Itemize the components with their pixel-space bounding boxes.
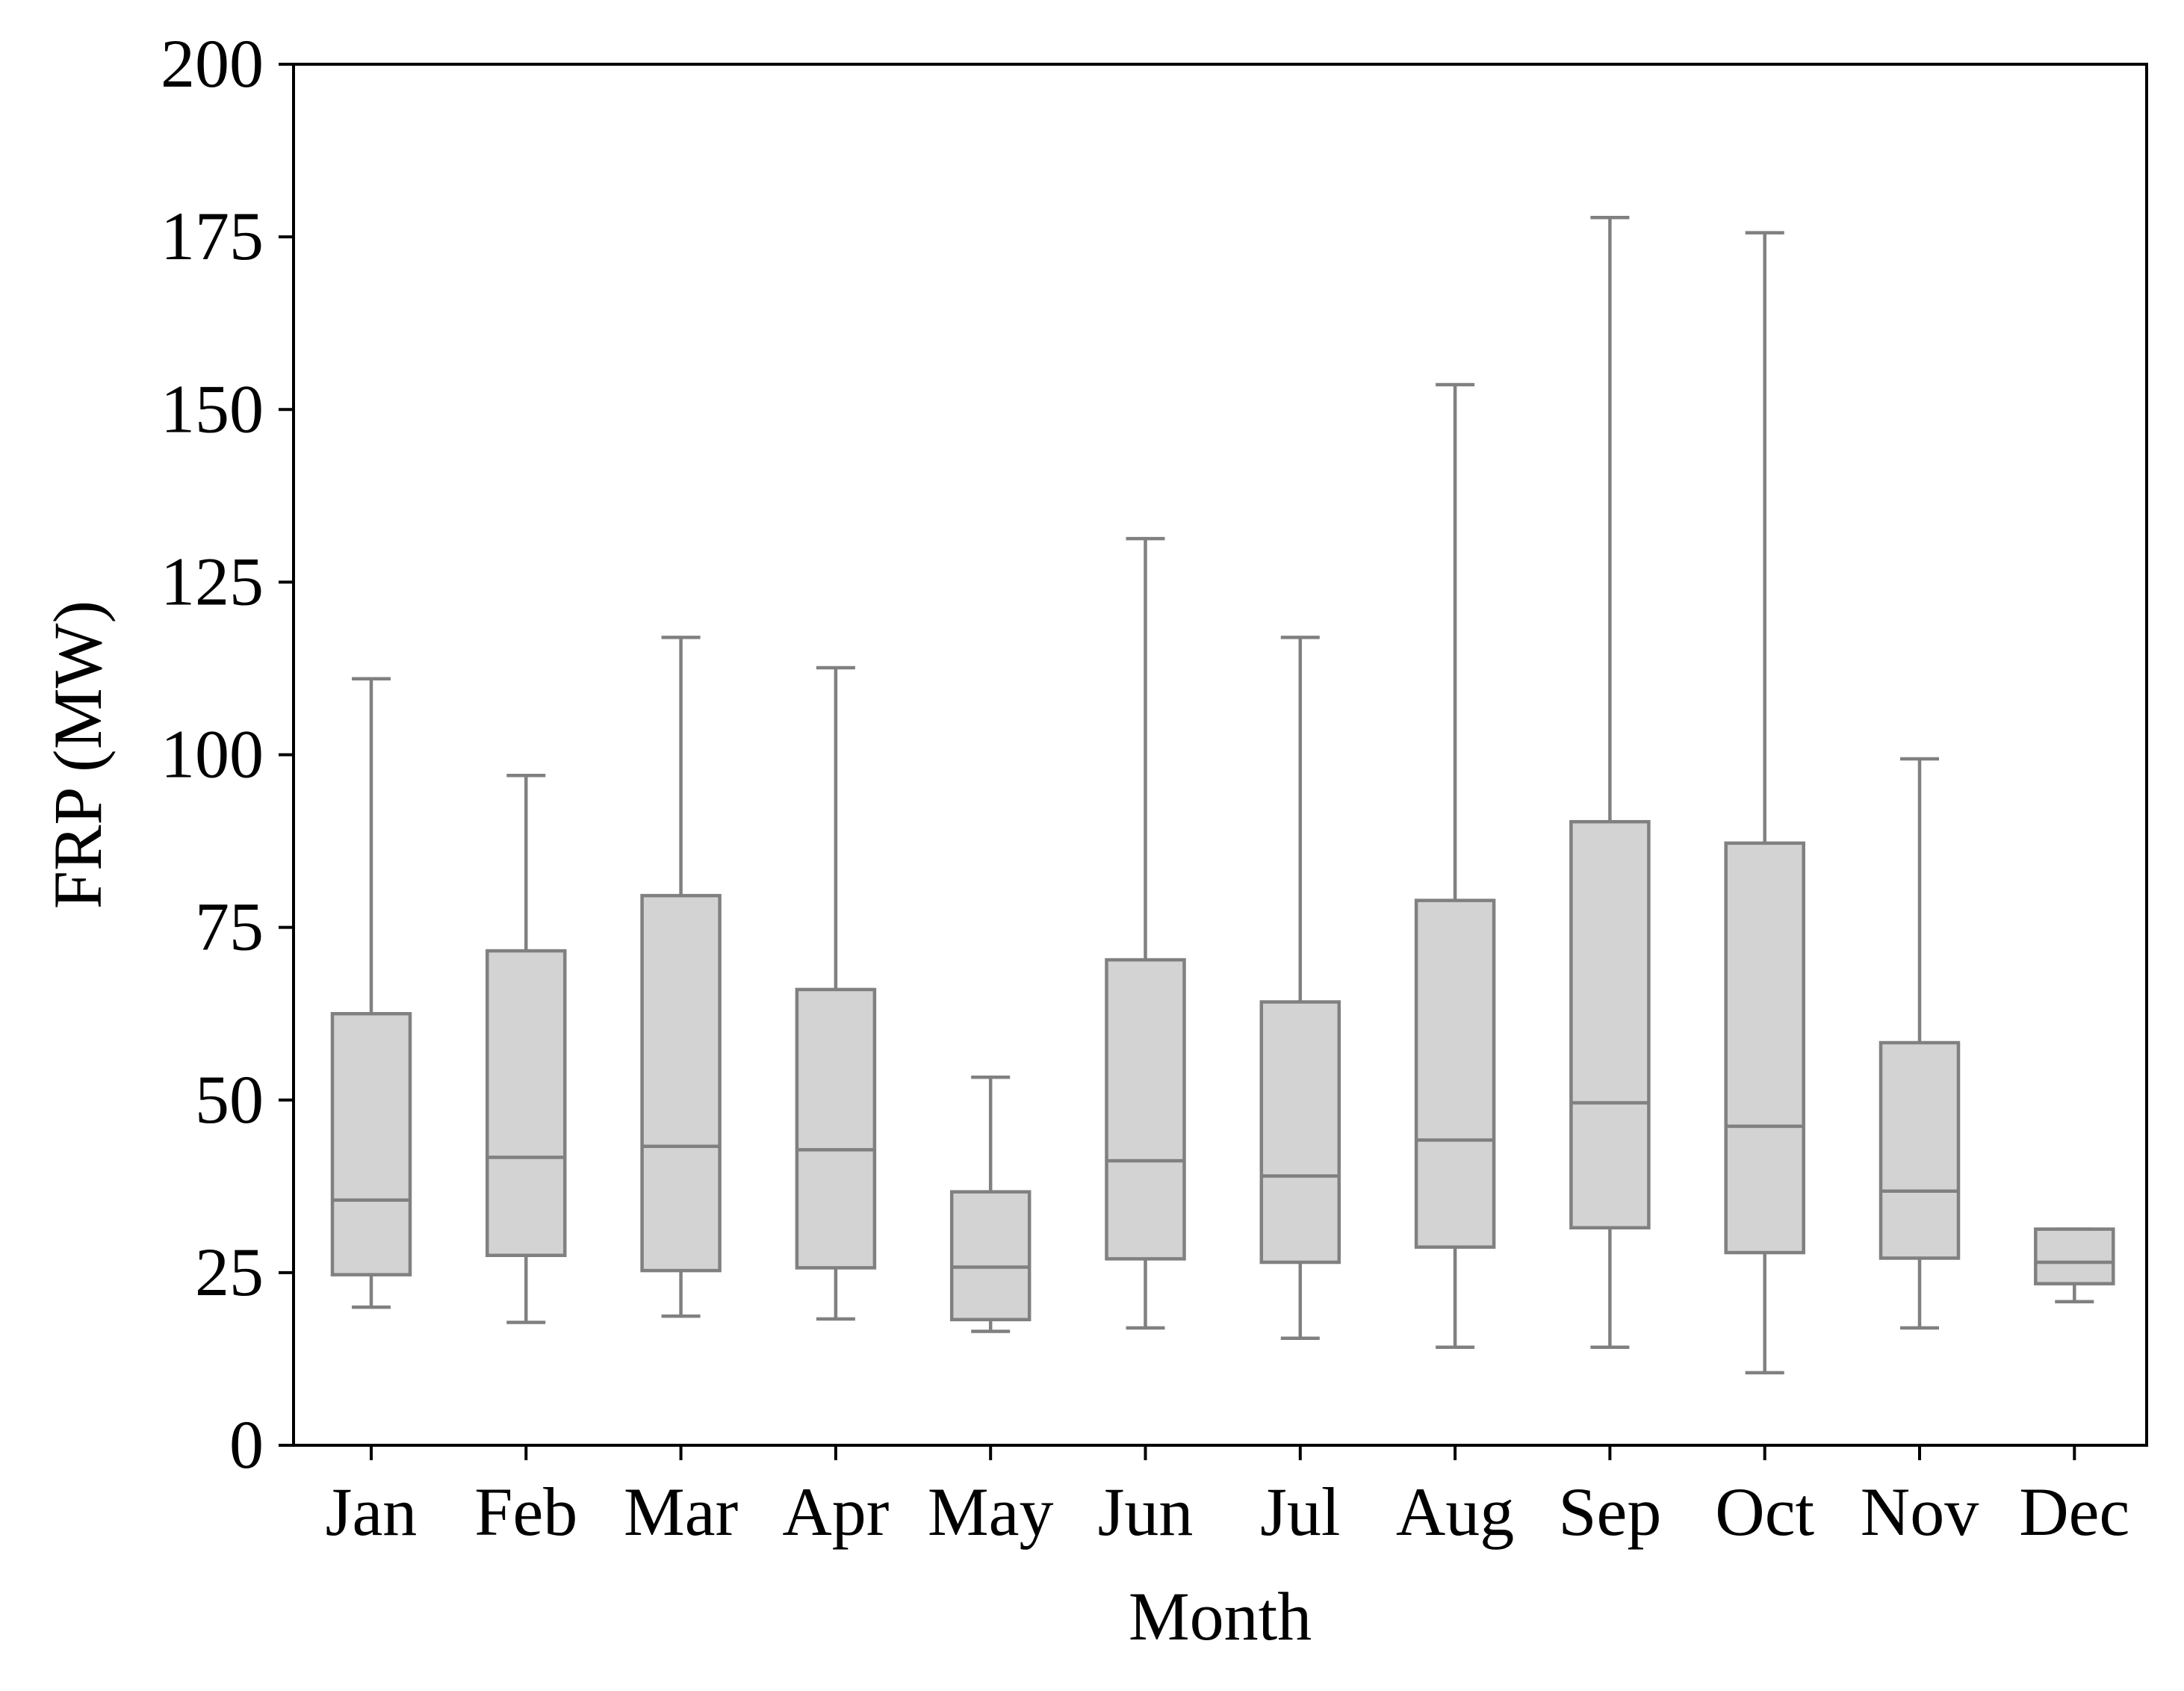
y-tick-label: 125 <box>161 543 264 619</box>
x-tick-label: Dec <box>2019 1474 2129 1550</box>
x-tick-label: Feb <box>474 1474 577 1550</box>
iqr-box <box>1414 899 1496 1249</box>
iqr-box <box>1879 1040 1961 1260</box>
iqr-box <box>1724 841 1805 1255</box>
x-tick-label: Apr <box>782 1474 889 1550</box>
y-tick-label: 0 <box>229 1406 264 1483</box>
box-may <box>949 1075 1031 1333</box>
y-tick-label: 25 <box>195 1234 264 1310</box>
iqr-box <box>1259 1000 1341 1265</box>
box-sep <box>1569 215 1651 1349</box>
iqr-box <box>2034 1227 2115 1285</box>
x-tick-label: Oct <box>1715 1474 1814 1550</box>
x-tick-label: Mar <box>624 1474 738 1550</box>
box-jun <box>1105 536 1186 1330</box>
y-axis-label: FRP (MW) <box>40 601 116 909</box>
x-tick-label: Nov <box>1861 1474 1979 1550</box>
iqr-box <box>485 949 567 1258</box>
iqr-box <box>1569 819 1651 1230</box>
y-tick-label: 50 <box>195 1061 264 1138</box>
y-tick-label: 150 <box>161 370 264 447</box>
x-tick-label: Sep <box>1558 1474 1661 1550</box>
box-apr <box>795 665 877 1321</box>
x-tick-label: May <box>928 1474 1054 1550</box>
box-aug <box>1414 382 1496 1349</box>
iqr-box <box>1105 958 1186 1261</box>
box-mar <box>640 636 722 1318</box>
x-tick-label: Jun <box>1098 1474 1194 1550</box>
box-oct <box>1724 231 1805 1375</box>
iqr-box <box>330 1011 412 1276</box>
x-tick-label: Aug <box>1396 1474 1514 1550</box>
box-feb <box>485 773 567 1324</box>
x-tick-label: Jul <box>1260 1474 1340 1550</box>
x-axis: Jan Feb Mar Apr May Jun Jul Aug Sep Oct Nov Dec <box>326 1445 2129 1550</box>
y-tick-label: 175 <box>161 198 264 274</box>
iqr-box <box>795 987 877 1270</box>
iqr-box <box>640 893 722 1273</box>
y-tick-label: 100 <box>161 716 264 792</box>
box-jul <box>1259 636 1341 1340</box>
box-nov <box>1879 757 1961 1330</box>
box-dec <box>2034 1227 2115 1303</box>
boxes-layer <box>330 215 2115 1375</box>
x-axis-label: Month <box>1129 1578 1312 1654</box>
y-axis: 0 25 50 75 100 125 150 175 200 <box>161 25 294 1483</box>
x-tick-label: Jan <box>326 1474 418 1550</box>
y-tick-label: 200 <box>161 25 264 102</box>
box-jan <box>330 677 412 1309</box>
iqr-box <box>949 1190 1031 1321</box>
y-tick-label: 75 <box>195 889 264 965</box>
